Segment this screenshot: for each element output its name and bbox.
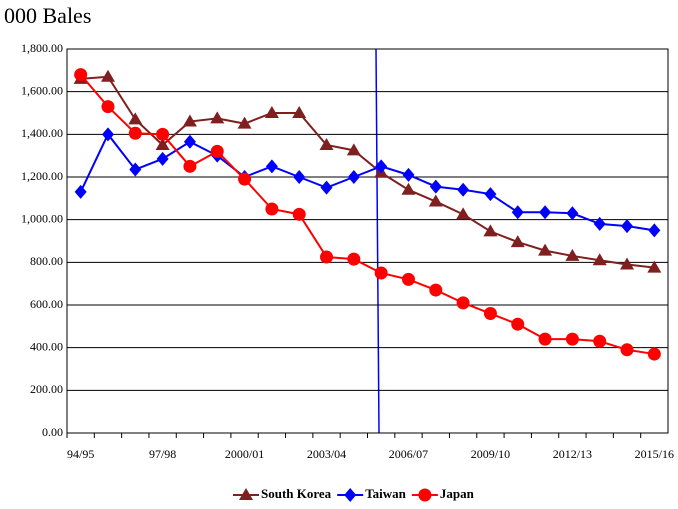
legend-marker	[418, 488, 432, 502]
x-tick-label: 94/95	[67, 447, 94, 461]
data-point	[538, 332, 552, 346]
data-point	[566, 206, 579, 221]
data-point	[484, 187, 497, 202]
y-tick-label: 1,000.00	[21, 211, 63, 225]
data-point	[593, 334, 607, 348]
y-tick-label: 1,200.00	[21, 169, 63, 183]
data-point	[128, 112, 143, 125]
data-point	[129, 162, 142, 177]
data-point	[429, 179, 442, 194]
data-point	[538, 243, 553, 256]
data-point	[539, 205, 552, 220]
y-tick-label: 1,800.00	[21, 41, 63, 55]
data-point	[648, 223, 661, 238]
data-point	[320, 180, 333, 195]
data-point	[319, 138, 334, 150]
data-point	[621, 219, 634, 234]
data-point	[592, 253, 607, 266]
chart-title: 000 Bales	[4, 3, 91, 28]
data-point	[210, 144, 224, 158]
data-point	[620, 257, 635, 270]
data-point	[320, 250, 334, 264]
x-tick-label: 97/98	[149, 447, 176, 461]
legend-label: South Korea	[261, 486, 332, 501]
data-point	[156, 127, 170, 141]
plot-frame	[66, 48, 669, 434]
data-point	[292, 106, 307, 118]
data-point	[74, 68, 88, 82]
legend-label: Taiwan	[365, 486, 406, 501]
data-point	[101, 127, 114, 142]
data-point	[293, 170, 306, 184]
data-point	[183, 134, 196, 149]
data-point	[183, 159, 197, 173]
data-point	[237, 116, 252, 129]
x-tick-label: 2006/07	[389, 447, 428, 461]
y-tick-label: 800.00	[30, 254, 63, 268]
data-point	[565, 248, 580, 261]
data-point	[238, 172, 252, 186]
data-point	[374, 266, 388, 280]
series-line	[80, 75, 655, 269]
data-point	[511, 205, 524, 220]
data-point	[402, 167, 415, 182]
series-line	[79, 73, 655, 356]
data-point	[100, 69, 115, 82]
data-point	[265, 159, 278, 174]
data-point	[647, 260, 662, 273]
data-point	[265, 202, 279, 216]
divider-line	[375, 48, 380, 434]
data-point	[292, 207, 306, 221]
data-point	[155, 138, 170, 150]
data-point	[456, 296, 470, 310]
data-point	[401, 182, 416, 195]
data-point	[375, 159, 388, 174]
data-point	[456, 207, 471, 220]
data-point	[264, 106, 279, 118]
x-tick-label: 2003/04	[307, 447, 346, 461]
data-point	[156, 151, 169, 166]
data-point	[510, 235, 525, 248]
y-tick-label: 1,400.00	[21, 126, 63, 140]
data-point	[428, 194, 443, 207]
y-tick-label: 0.00	[42, 425, 63, 439]
data-point	[182, 114, 197, 127]
data-point	[74, 184, 87, 199]
x-tick-label: 2000/01	[225, 447, 264, 461]
data-point	[101, 100, 115, 114]
data-point	[457, 182, 470, 197]
legend-marker	[344, 488, 357, 502]
x-tick-label: 2015/16	[635, 447, 674, 461]
data-point	[593, 216, 606, 231]
data-point	[511, 317, 525, 331]
y-tick-label: 200.00	[30, 382, 63, 396]
y-tick-label: 1,600.00	[21, 83, 63, 97]
data-point	[346, 143, 361, 156]
data-point	[210, 111, 225, 124]
data-point	[347, 252, 361, 266]
y-tick-label: 600.00	[30, 297, 63, 311]
data-point	[647, 347, 661, 361]
y-tick-label: 400.00	[30, 339, 63, 353]
legend-marker	[239, 488, 253, 500]
data-point	[401, 272, 415, 286]
data-point	[429, 283, 443, 297]
x-tick-label: 2012/13	[553, 447, 592, 461]
data-point	[347, 170, 360, 184]
legend-label: Japan	[440, 486, 475, 501]
data-point	[483, 307, 497, 321]
data-point	[620, 343, 634, 357]
data-point	[565, 332, 579, 346]
data-point	[128, 126, 142, 140]
data-point	[483, 224, 498, 237]
x-tick-label: 2009/10	[471, 447, 510, 461]
